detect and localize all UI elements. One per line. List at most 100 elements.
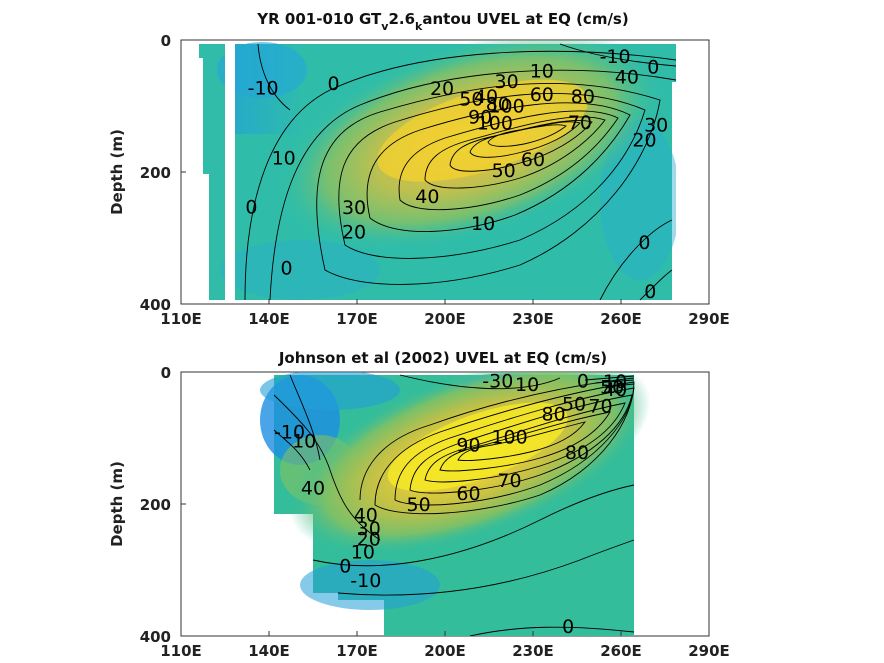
top-contour-90 xyxy=(487,124,567,147)
top-yticks: 0 200 400 xyxy=(140,32,186,314)
bottom-title: Johnson et al (2002) UVEL at EQ (cm/s) xyxy=(278,349,607,367)
bottom-contour-80 xyxy=(439,411,611,472)
top-ytick-label: 200 xyxy=(140,164,171,182)
bottom-contour-label: 10 xyxy=(515,374,539,396)
top-ylabel: Depth (m) xyxy=(108,129,126,215)
top-title: YR 001-010 GTv2.6kantou UVEL at EQ (cm/s… xyxy=(256,10,628,33)
top-mask-right xyxy=(676,82,708,300)
bottom-contour-60 xyxy=(409,394,633,494)
top-contour-80 xyxy=(469,121,581,158)
bottom-contour-deep2 xyxy=(337,539,635,596)
bottom-contour-90 xyxy=(457,421,587,461)
bottom-contour-label: 50 xyxy=(407,494,431,516)
top-contour-label: 0 xyxy=(327,73,339,95)
top-ytick-label: 400 xyxy=(140,296,171,314)
bottom-ytick-label: 200 xyxy=(140,496,171,514)
top-contour-label: 10 xyxy=(471,213,495,235)
bottom-contour-label: 80 xyxy=(565,442,589,464)
top-contour-label: 50 xyxy=(492,160,516,182)
top-contour-label: 80 xyxy=(486,93,510,115)
top-contour-40 xyxy=(366,102,631,233)
bottom-contour-neg10 xyxy=(273,374,321,471)
bottom-contour-label: -30 xyxy=(482,371,513,393)
bottom-xtick-label: 200E xyxy=(424,642,466,660)
top-mask-gap xyxy=(225,44,235,300)
bottom-contour-label: -10 xyxy=(350,570,381,592)
bottom-contour-label: 10 xyxy=(292,431,316,453)
bottom-contour-label: 0 xyxy=(339,555,351,577)
top-contour-10 xyxy=(269,69,677,301)
top-contour-neg10 xyxy=(257,43,677,111)
bottom-deep-blue xyxy=(300,560,440,610)
top-contour-label: 90 xyxy=(468,107,492,129)
top-west-strip-1 xyxy=(199,44,204,58)
top-west-strip-2 xyxy=(203,44,209,174)
top-contour-label: 20 xyxy=(632,130,656,152)
top-contour-label: 10 xyxy=(530,60,554,82)
top-xtick-label: 140E xyxy=(248,310,290,328)
top-xtick-label: 170E xyxy=(336,310,378,328)
top-contour-60 xyxy=(424,116,606,189)
top-contour-label: 80 xyxy=(571,86,595,108)
bottom-contour-label: 0 xyxy=(577,371,589,393)
bottom-xticks: 110E 140E 170E 200E 230E 260E 290E xyxy=(160,631,730,660)
top-contour-label: 0 xyxy=(647,56,659,78)
bottom-contour-label: 80 xyxy=(541,404,565,426)
bottom-contour-east xyxy=(584,375,635,388)
bottom-panel: Johnson et al (2002) UVEL at EQ (cm/s) xyxy=(108,349,730,660)
bottom-xtick-label: 140E xyxy=(248,642,290,660)
top-contour-label: 10 xyxy=(272,147,296,169)
bottom-contour-deep xyxy=(312,484,635,567)
top-contour-label: 60 xyxy=(530,84,554,106)
top-ytick-label: 0 xyxy=(161,32,171,50)
top-contour-label: 30 xyxy=(644,114,668,136)
bottom-contour-label: 40 xyxy=(603,379,627,401)
bottom-contour-label: 40 xyxy=(354,505,378,527)
bottom-xtick-label: 290E xyxy=(688,642,730,660)
bottom-contour-30 xyxy=(359,377,635,501)
top-contour-label: 100 xyxy=(477,113,513,135)
bottom-yticks: 0 200 400 xyxy=(140,364,186,646)
bottom-contour-40 xyxy=(374,381,635,515)
top-contour-label: 40 xyxy=(474,86,498,108)
top-contour-label: 100 xyxy=(488,95,524,117)
bottom-west-blue2 xyxy=(260,372,400,410)
top-contour-label: 50 xyxy=(459,89,483,111)
top-contour-0 xyxy=(244,50,677,301)
bottom-xtick-label: 110E xyxy=(160,642,202,660)
top-west-blue-blob xyxy=(217,42,307,98)
top-contour-label: -10 xyxy=(600,46,631,68)
bottom-contour-label: -10 xyxy=(274,421,305,443)
top-xtick-label: 110E xyxy=(160,310,202,328)
top-contour-label: 0 xyxy=(245,196,257,218)
top-contour-label: 40 xyxy=(615,66,639,88)
bottom-ytick-label: 400 xyxy=(140,628,171,646)
top-contour-label: 0 xyxy=(281,258,293,280)
top-contour-deep0 xyxy=(599,219,673,301)
top-contour-label: 0 xyxy=(638,232,650,254)
top-contour-label: 30 xyxy=(342,197,366,219)
top-mask-left xyxy=(182,44,199,300)
top-xtick-label: 200E xyxy=(424,310,466,328)
bottom-ylabel: Depth (m) xyxy=(108,461,126,547)
bottom-contour-70 xyxy=(424,402,626,483)
bottom-contour-10w xyxy=(273,394,381,541)
top-contour-30 xyxy=(338,92,646,259)
top-mask-bottomleft xyxy=(199,174,209,300)
top-contours xyxy=(244,43,677,301)
bottom-xtick-label: 260E xyxy=(600,642,642,660)
bottom-xtick-label: 230E xyxy=(512,642,554,660)
top-contour-label: 30 xyxy=(495,71,519,93)
bottom-contour-label: 100 xyxy=(491,427,527,449)
top-contour-20 xyxy=(316,82,661,285)
bottom-contour-label: 10 xyxy=(351,542,375,564)
bottom-contour-label: 30 xyxy=(357,518,381,540)
top-contour-label: 60 xyxy=(521,149,545,171)
bottom-contour-label: 70 xyxy=(588,396,612,418)
top-deep-blue xyxy=(220,240,380,300)
bottom-contours xyxy=(273,374,635,636)
top-contour-label: 40 xyxy=(415,186,439,208)
bottom-contour-label: 50 xyxy=(600,377,624,399)
